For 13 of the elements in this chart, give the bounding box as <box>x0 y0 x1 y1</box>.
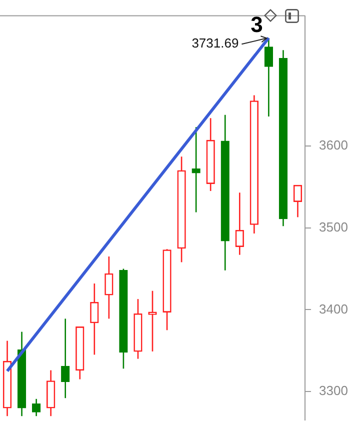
candlestick <box>104 256 114 320</box>
candlestick <box>32 398 41 417</box>
candlestick <box>61 318 70 399</box>
candlestick <box>293 184 302 218</box>
y-tick-label: 3400 <box>319 301 348 316</box>
annotation: 3731.69 <box>192 36 239 51</box>
y-tick-label: 3500 <box>319 219 348 234</box>
candlestick <box>90 282 99 356</box>
annotation: 3 <box>250 12 263 38</box>
y-tick-label: 3300 <box>319 383 348 398</box>
candlestick <box>192 126 200 213</box>
y-tick-label: 3600 <box>319 138 348 153</box>
candlestick <box>235 192 244 256</box>
